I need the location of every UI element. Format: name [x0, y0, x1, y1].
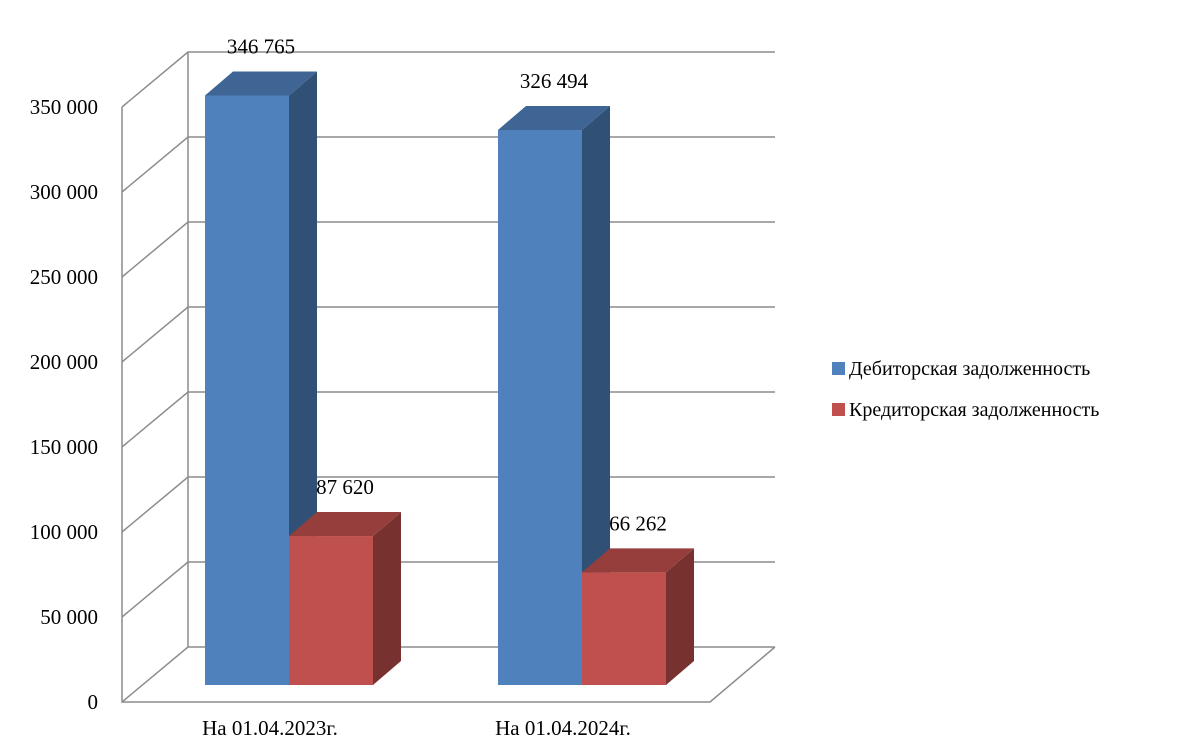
- bar: [498, 105, 610, 685]
- bar: [289, 512, 401, 685]
- legend: Дебиторская задолженность Кредиторская за…: [832, 358, 1099, 421]
- y-tick-label: 350 000: [30, 95, 98, 119]
- bar-side: [582, 105, 610, 685]
- bar-top: [582, 548, 694, 573]
- data-labels: 346 765 87 620 326 494 66 262: [227, 34, 667, 535]
- y-tick-label: 150 000: [30, 435, 98, 459]
- bar-front: [205, 95, 289, 685]
- data-label: 66 262: [609, 511, 667, 535]
- bar-top: [205, 71, 317, 96]
- y-tick-label: 250 000: [30, 265, 98, 289]
- chart-floor-edge: [121, 107, 776, 703]
- y-tick-label: 200 000: [30, 350, 98, 374]
- y-tick-label: 300 000: [30, 180, 98, 204]
- legend-swatch: [832, 403, 845, 416]
- data-label: 326 494: [520, 69, 589, 93]
- chart-walls: [121, 52, 776, 703]
- bar-top: [498, 105, 610, 130]
- bar: [582, 548, 694, 685]
- x-axis-ticks: На 01.04.2023г. На 01.04.2024г.: [202, 716, 631, 740]
- x-tick-label: На 01.04.2024г.: [495, 716, 631, 740]
- bar-side: [373, 512, 401, 685]
- y-tick-label: 50 000: [40, 605, 98, 629]
- bar-front: [289, 536, 373, 685]
- legend-label: Кредиторская задолженность: [849, 399, 1099, 421]
- y-tick-label: 100 000: [30, 520, 98, 544]
- gridline: [121, 51, 775, 108]
- bar-front: [498, 129, 582, 685]
- data-label: 87 620: [316, 475, 374, 499]
- legend-label: Дебиторская задолженность: [849, 358, 1090, 380]
- y-axis-ticks: 0 50 000 100 000 150 000 200 000 250 000 300 0…: [30, 95, 98, 714]
- legend-swatch: [832, 362, 845, 375]
- x-tick-label: На 01.04.2023г.: [202, 716, 338, 740]
- y-tick-label: 0: [88, 690, 99, 714]
- bar: [205, 71, 317, 685]
- data-label: 346 765: [227, 34, 295, 58]
- bar-front: [582, 572, 666, 685]
- gridlines: [121, 51, 775, 703]
- bar-side: [666, 548, 694, 685]
- bar-top: [289, 512, 401, 537]
- bars: [205, 71, 694, 685]
